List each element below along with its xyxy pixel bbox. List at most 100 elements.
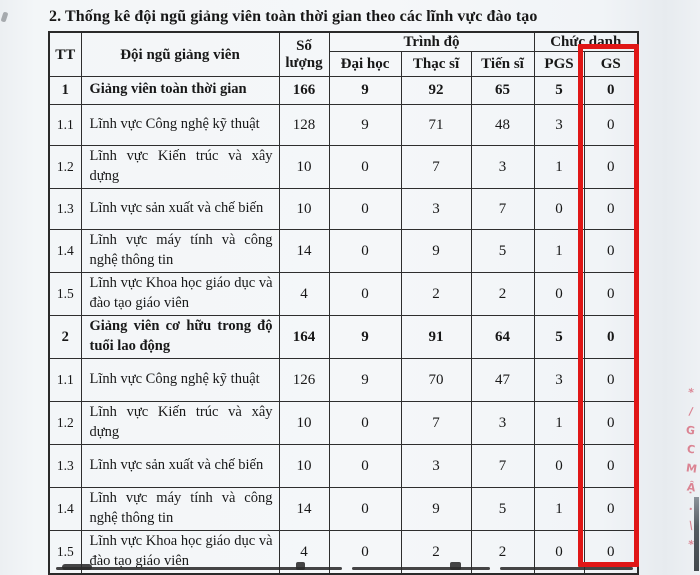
cell-value: 9 xyxy=(328,76,402,105)
cell-value: 70 xyxy=(400,358,472,402)
header-doctor: Tiến sĩ xyxy=(470,51,535,77)
cell-value: 92 xyxy=(400,76,472,105)
table-header: TT Đội ngũ giảng viên Số lượng Trình độ … xyxy=(48,31,639,77)
cell-value: 7 xyxy=(470,188,535,230)
cell-value: 71 xyxy=(400,104,472,146)
table-body: 1 Giảng viên toàn thời gian 166 9 92 65 5 0 1.1 L… xyxy=(48,76,639,575)
table-row: 1.4 Lĩnh vực máy tính và công nghệ thông … xyxy=(48,229,639,273)
cell-value: 0 xyxy=(328,229,402,273)
cell-value: 3 xyxy=(400,188,472,230)
cutoff-text-smudge xyxy=(352,567,490,570)
cell-value: 3 xyxy=(470,145,535,189)
cell-value: 164 xyxy=(278,315,330,359)
cell-label: Giảng viên cơ hữu trong độ tuổi lao động xyxy=(80,315,280,359)
cell-value: 0 xyxy=(328,401,402,445)
cell-value: 0 xyxy=(583,272,639,316)
cell-value: 0 xyxy=(328,272,402,316)
header-qualification-group: Trình độ xyxy=(328,31,535,52)
cell-value: 0 xyxy=(583,401,639,445)
page-title: 2. Thống kê đội ngũ giảng viên toàn thời… xyxy=(49,8,538,25)
cell-value: 9 xyxy=(328,358,402,402)
cell-value: 126 xyxy=(278,358,330,402)
header-rank-group: Chức danh xyxy=(533,31,639,52)
cutoff-text-smudge xyxy=(296,562,305,570)
cell-value: 1 xyxy=(533,401,585,445)
table-row: 1.3 Lĩnh vực sản xuất và chế biến 10 0 3 7 0 0 xyxy=(48,188,639,230)
cell-tt: 1.4 xyxy=(48,487,82,531)
cell-tt: 1.5 xyxy=(48,272,82,316)
cell-value: 0 xyxy=(328,188,402,230)
cell-tt: 1.1 xyxy=(48,358,82,402)
cell-value: 0 xyxy=(583,487,639,531)
cell-value: 0 xyxy=(533,444,585,488)
cell-value: 47 xyxy=(470,358,535,402)
table-row: 1.1 Lĩnh vực Công nghệ kỹ thuật 128 9 71 48 3 0 xyxy=(48,104,639,146)
cell-value: 14 xyxy=(278,487,330,531)
cell-value: 0 xyxy=(583,444,639,488)
cutoff-text-smudge xyxy=(450,562,461,570)
cell-value: 3 xyxy=(533,358,585,402)
cell-value: 91 xyxy=(400,315,472,359)
header-master: Thạc sĩ xyxy=(400,51,472,77)
cell-value: 0 xyxy=(583,358,639,402)
cell-value: 4 xyxy=(278,272,330,316)
cell-tt: 2 xyxy=(48,315,82,359)
cell-tt: 1.4 xyxy=(48,229,82,273)
cutoff-text-smudge xyxy=(56,567,342,570)
cell-value: 9 xyxy=(328,104,402,146)
cell-value: 3 xyxy=(533,104,585,146)
margin-note-char: Ậ xyxy=(685,480,697,495)
cell-value: 9 xyxy=(328,315,402,359)
cell-value: 0 xyxy=(533,272,585,316)
margin-note-char: / xyxy=(688,404,694,419)
cell-tt: 1.2 xyxy=(48,401,82,445)
table-row: 1.2 Lĩnh vực Kiến trúc và xây dựng 10 0 7 3 1 0 xyxy=(48,145,639,189)
table-row: 1.5 Lĩnh vực Khoa học giáo dục và đào tạo… xyxy=(48,272,639,316)
table-row: 1 Giảng viên toàn thời gian 166 9 92 65 5 0 xyxy=(48,76,639,105)
cell-label: Giảng viên toàn thời gian xyxy=(80,76,280,105)
cell-value: 0 xyxy=(583,229,639,273)
cell-label: Lĩnh vực máy tính và công nghệ thông tin xyxy=(80,487,280,531)
header-bachelor: Đại học xyxy=(328,51,402,77)
cell-value: 3 xyxy=(400,444,472,488)
cell-value: 9 xyxy=(400,229,472,273)
scan-speck-artifact xyxy=(0,11,9,23)
cell-label: Lĩnh vực Kiến trúc và xây dựng xyxy=(80,145,280,189)
cell-value: 0 xyxy=(328,487,402,531)
header-tt: TT xyxy=(48,31,82,77)
cell-tt: 1.3 xyxy=(48,444,82,488)
cell-tt: 1.2 xyxy=(48,145,82,189)
cell-value: 0 xyxy=(583,315,639,359)
margin-note-char: M xyxy=(684,461,698,476)
cell-value: 5 xyxy=(533,315,585,359)
cell-value: 64 xyxy=(470,315,535,359)
staff-statistics-table: TT Đội ngũ giảng viên Số lượng Trình độ … xyxy=(48,31,639,575)
table-row: 2 Giảng viên cơ hữu trong độ tuổi lao độn… xyxy=(48,315,639,359)
margin-note-char: C xyxy=(686,442,696,457)
header-pgs: PGS xyxy=(533,51,585,77)
cell-tt: 1.1 xyxy=(48,104,82,146)
header-staff: Đội ngũ giảng viên xyxy=(80,31,280,77)
cell-value: 10 xyxy=(278,401,330,445)
header-gs: GS xyxy=(583,51,639,77)
cell-value: 0 xyxy=(583,188,639,230)
cell-value: 0 xyxy=(328,145,402,189)
cell-value: 7 xyxy=(400,145,472,189)
cell-value: 2 xyxy=(400,272,472,316)
margin-note-char: G xyxy=(685,423,697,438)
header-quantity: Số lượng xyxy=(278,31,330,77)
cell-value: 14 xyxy=(278,229,330,273)
cell-tt: 1 xyxy=(48,76,82,105)
cell-value: 10 xyxy=(278,145,330,189)
cell-label: Lĩnh vực sản xuất và chế biến xyxy=(80,444,280,488)
cell-value: 3 xyxy=(470,401,535,445)
table-row: 1.1 Lĩnh vực Công nghệ kỹ thuật 126 9 70 47 3 0 xyxy=(48,358,639,402)
cell-label: Lĩnh vực Công nghệ kỹ thuật xyxy=(80,358,280,402)
cell-value: 5 xyxy=(533,76,585,105)
cell-label: Lĩnh vực máy tính và công nghệ thông tin xyxy=(80,229,280,273)
cell-value: 2 xyxy=(470,272,535,316)
table-row: 1.3 Lĩnh vực sản xuất và chế biến 10 0 3 7 0 0 xyxy=(48,444,639,488)
table-row: 1.2 Lĩnh vực Kiến trúc và xây dựng 10 0 7 3 1 0 xyxy=(48,401,639,445)
cutoff-text-smudge xyxy=(500,567,633,570)
